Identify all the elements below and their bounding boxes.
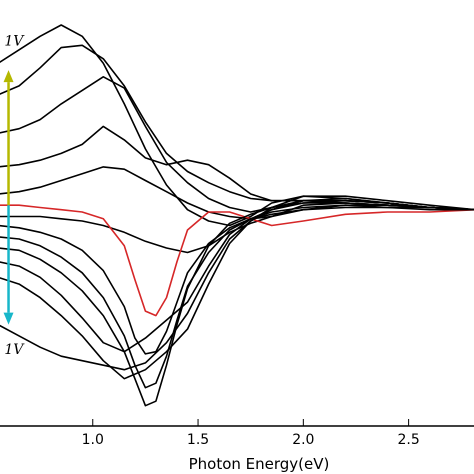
voltage-annotation-2: 1V	[4, 342, 25, 358]
series-lines	[0, 24, 474, 407]
x-tick-label-2: 1.5	[187, 432, 209, 448]
cyan-arrow-head	[3, 312, 14, 325]
series-line-9	[0, 204, 474, 389]
x-axis-title: Photon Energy(eV)	[189, 455, 330, 473]
series-line-2	[0, 44, 474, 211]
plot-frame	[0, 425, 474, 427]
series-line-12	[0, 197, 474, 380]
x-axis-ticks: 1.0 1.5 2.0 2.5	[82, 419, 420, 448]
series-line-11	[0, 199, 474, 353]
series-line-1	[0, 24, 474, 227]
series-line-4	[0, 125, 474, 211]
voltage-annotation-1: 1V	[4, 33, 25, 49]
arrows	[3, 70, 14, 325]
series-line-3	[0, 76, 474, 213]
x-tick-label-4: 2.5	[397, 432, 419, 448]
series-line-13	[0, 195, 474, 371]
annotations: 1V 1V	[4, 33, 25, 358]
x-tick-label-3: 2.0	[292, 432, 314, 448]
yellow-arrow-head	[3, 70, 14, 83]
x-tick-label-1: 1.0	[82, 432, 104, 448]
series-line-7	[0, 204, 474, 317]
series-line-8	[0, 206, 474, 355]
